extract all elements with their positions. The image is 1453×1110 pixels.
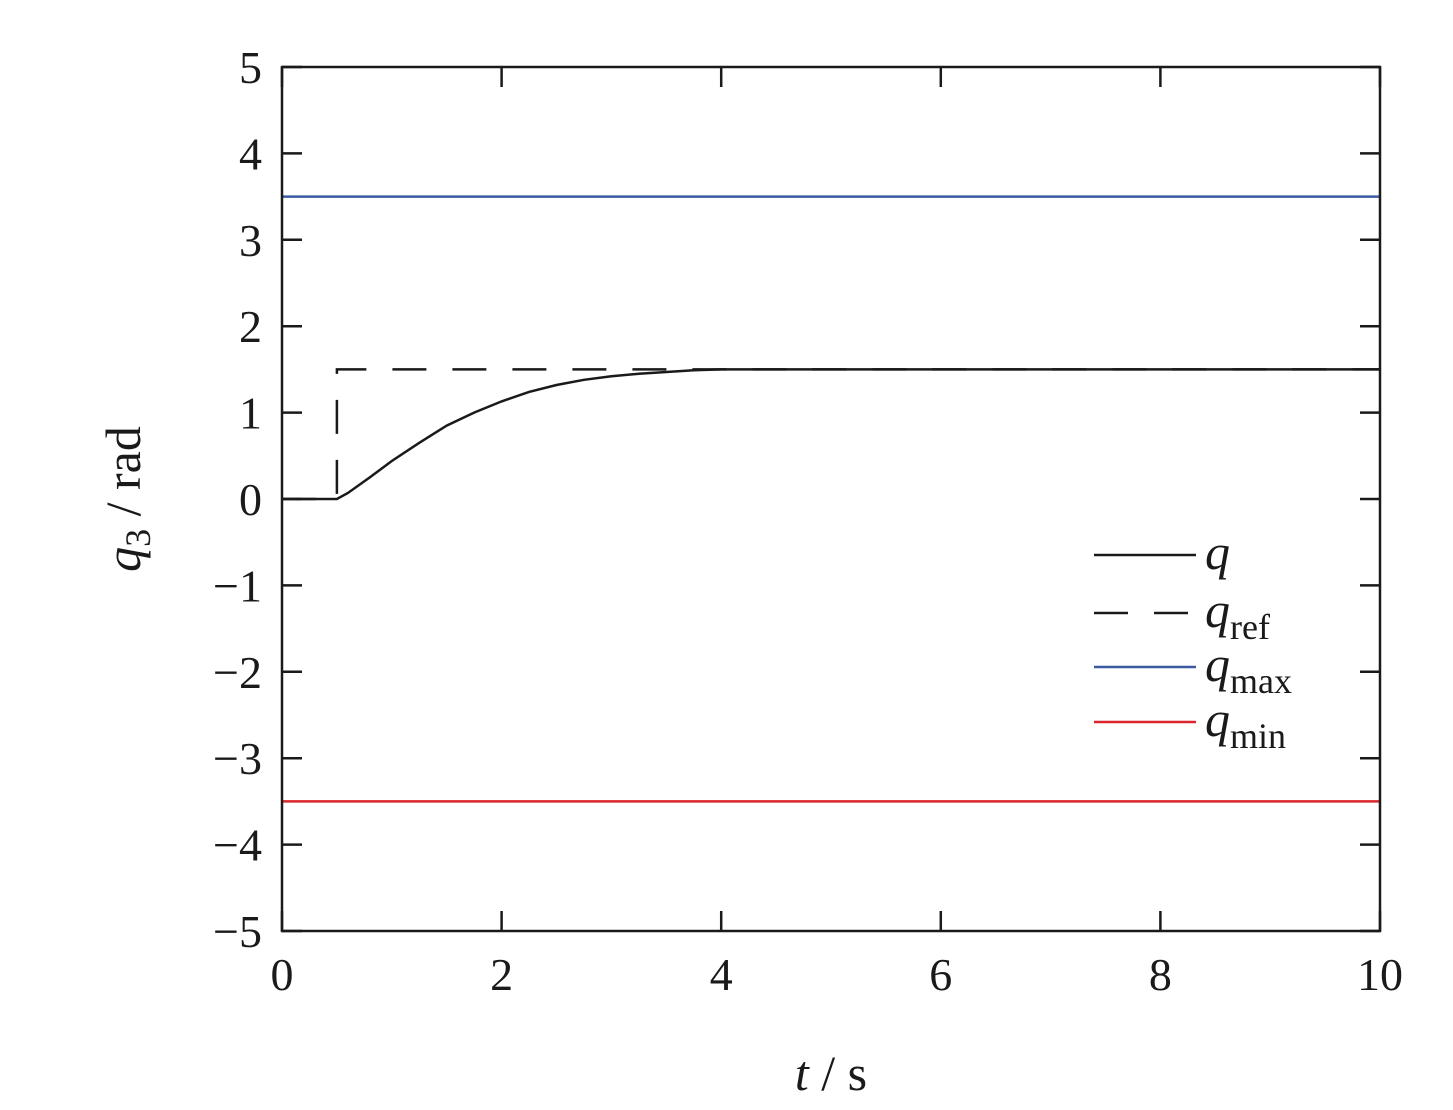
x-tick-label: 10	[1357, 949, 1403, 1000]
y-tick-label: −1	[213, 560, 262, 611]
y-tick-label: 1	[239, 388, 262, 439]
y-tick-label: −2	[213, 647, 262, 698]
legend-label-q: q	[1205, 524, 1230, 580]
series-line-q	[282, 368, 1380, 501]
x-axis-label-var: t	[795, 1045, 810, 1101]
y-tick-label: 4	[239, 128, 262, 179]
x-tick-label: 8	[1149, 949, 1172, 1000]
x-axis-label: t / s	[795, 1045, 867, 1101]
legend-label-q-min: qmin	[1205, 691, 1286, 756]
y-tick-label: −3	[213, 733, 262, 784]
y-tick-label: −5	[213, 906, 262, 957]
y-tick-label: 0	[239, 474, 262, 525]
legend-label-q-max: qmax	[1205, 636, 1292, 701]
x-tick-label: 0	[271, 949, 294, 1000]
y-tick-label: 2	[239, 301, 262, 352]
series-line-q-ref	[282, 368, 1380, 501]
series-layer	[282, 195, 1380, 803]
y-axis-label-unit: / rad	[95, 426, 151, 529]
y-axis-label-sub: 3	[118, 529, 158, 547]
y-axis-label: q3 / rad	[95, 426, 158, 572]
legend-label-q-ref: qref	[1205, 582, 1270, 647]
y-tick-label: −4	[213, 820, 262, 871]
x-tick-label: 6	[929, 949, 952, 1000]
plot-frame	[280, 65, 1382, 933]
x-axis-label-unit: / s	[809, 1045, 867, 1101]
y-tick-label: 3	[239, 215, 262, 266]
x-tick-label: 2	[490, 949, 513, 1000]
y-tick-label: 5	[239, 42, 262, 93]
y-axis-label-var: q	[95, 547, 151, 572]
x-tick-label: 4	[710, 949, 733, 1000]
